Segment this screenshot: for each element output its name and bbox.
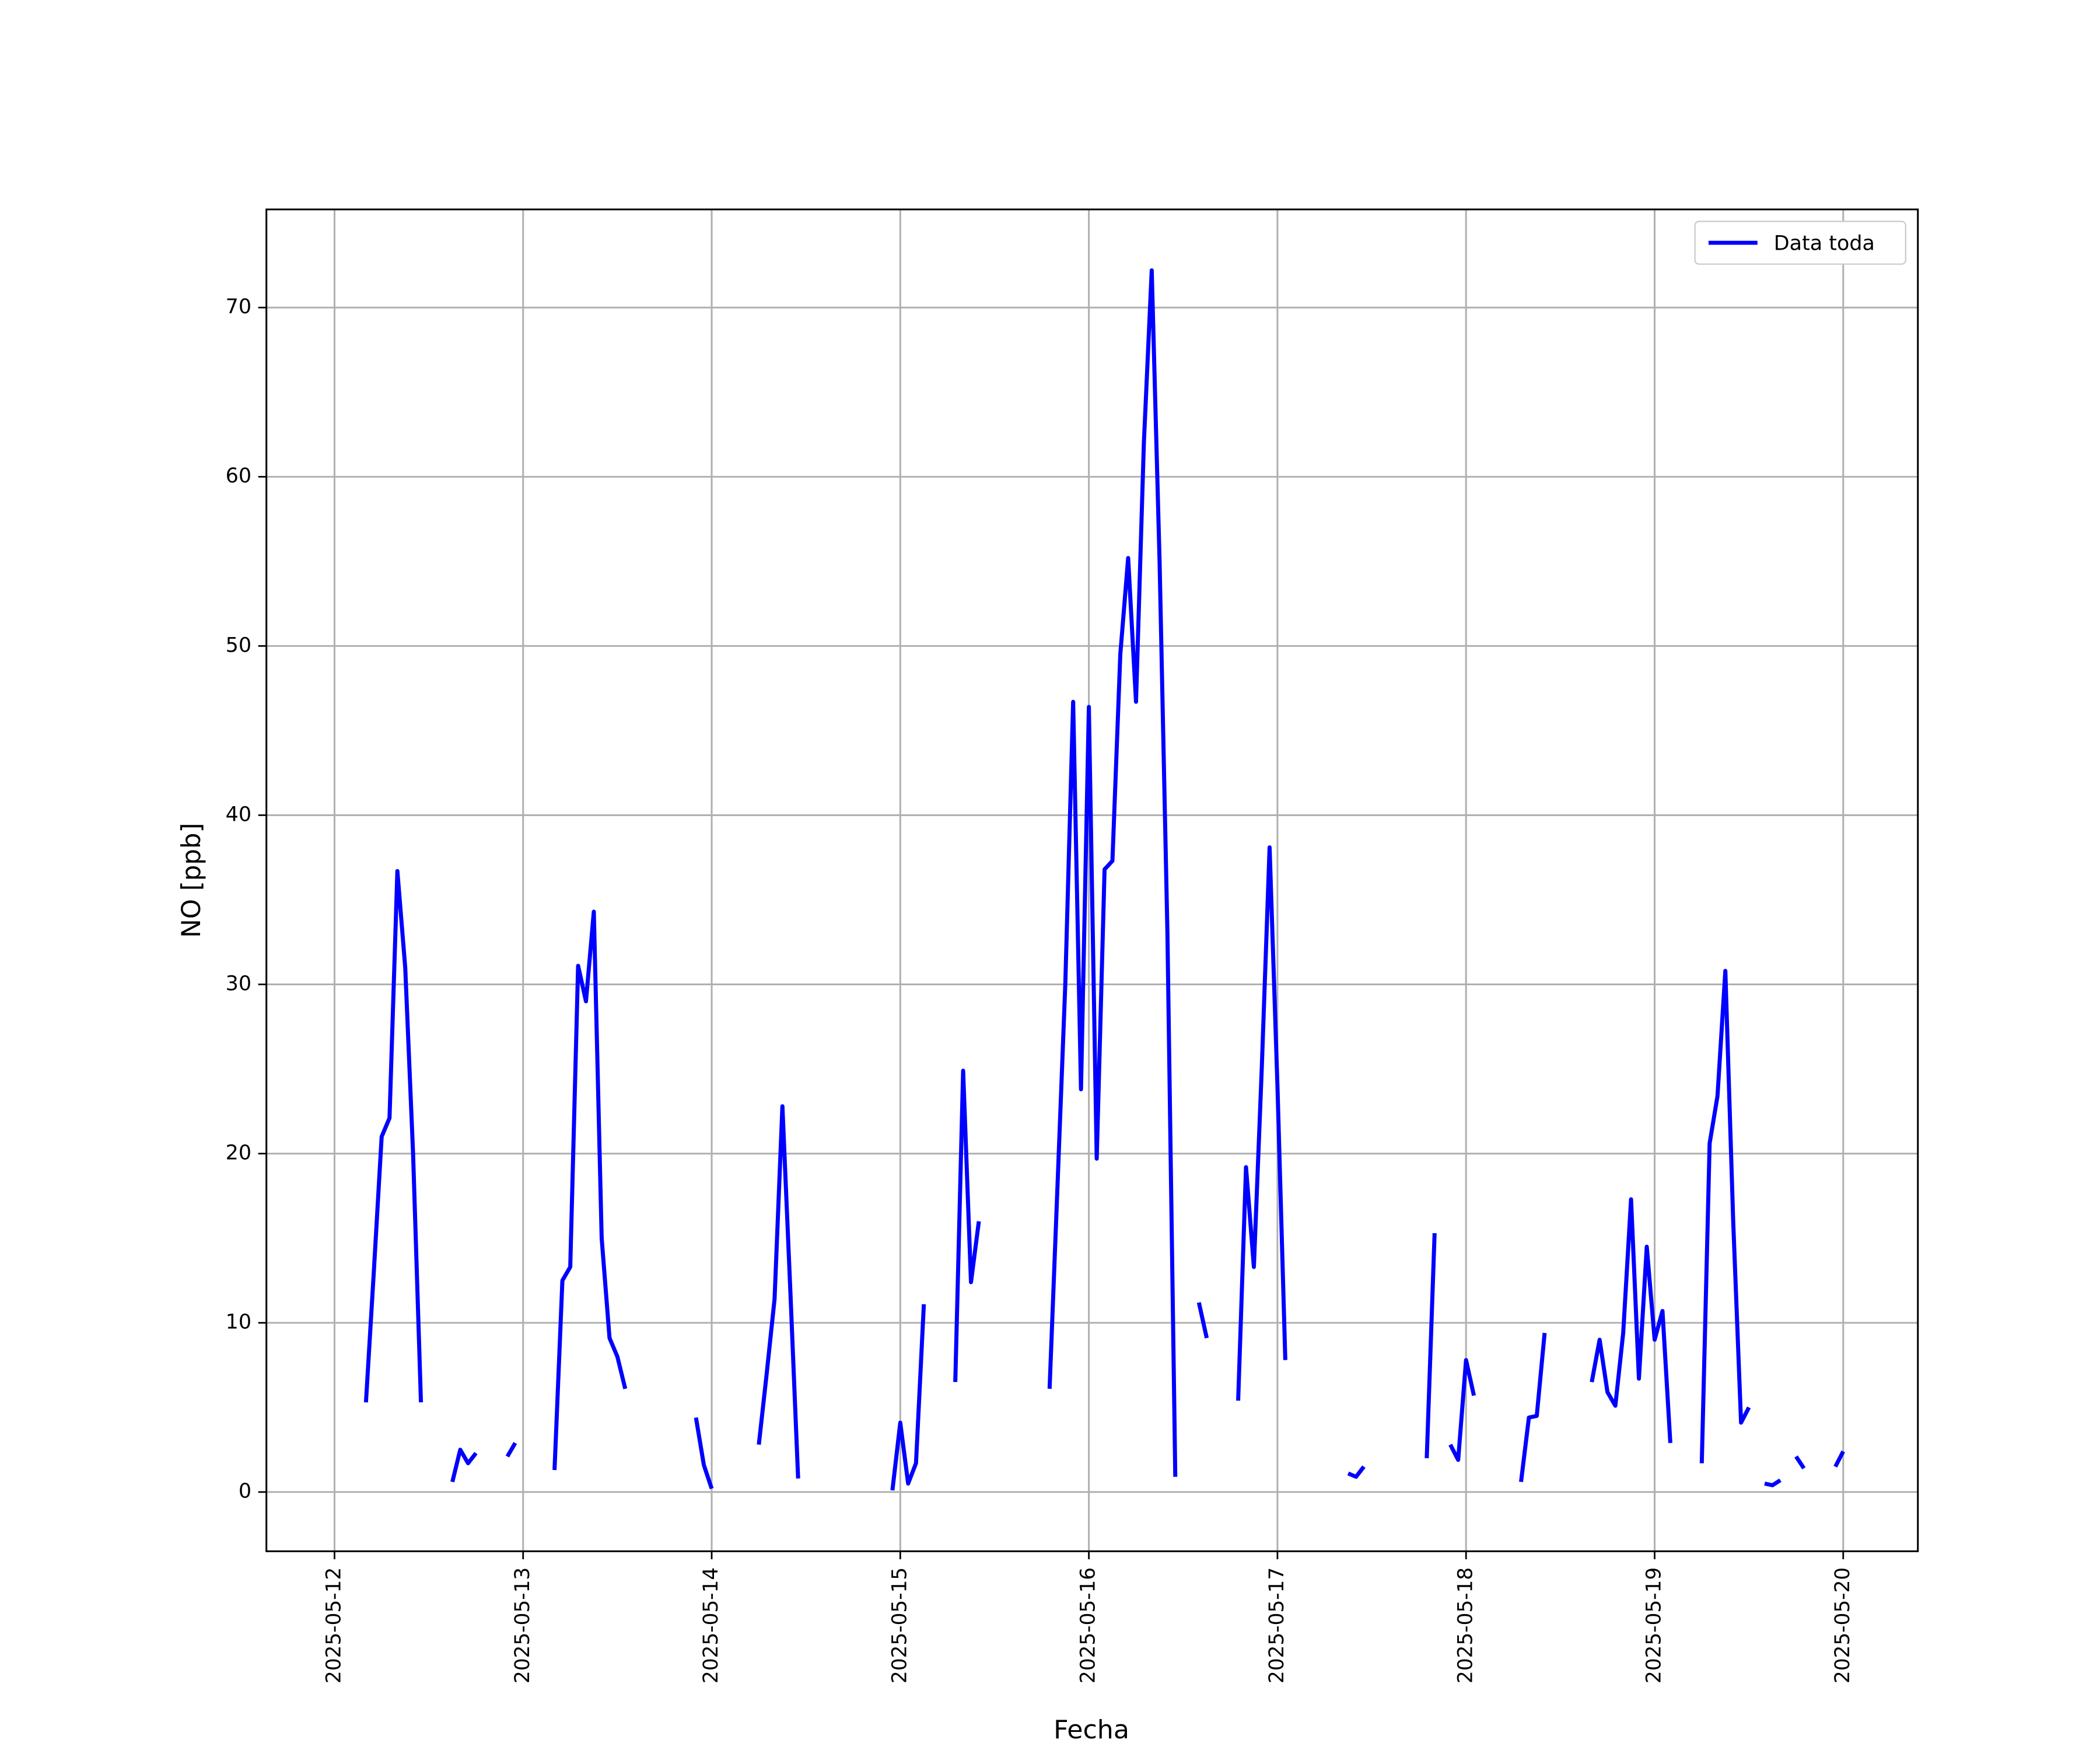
grid-layer — [266, 209, 1918, 1552]
y-tick-label: 50 — [226, 634, 251, 657]
legend: Data toda — [1694, 220, 1906, 265]
x-tick-label: 2025-05-16 — [1076, 1567, 1100, 1684]
x-tick-label: 2025-05-18 — [1454, 1567, 1477, 1684]
y-tick-label: 0 — [239, 1480, 251, 1503]
x-tick-label: 2025-05-20 — [1831, 1567, 1854, 1684]
x-tick-label: 2025-05-17 — [1265, 1567, 1289, 1684]
plot-frame — [265, 208, 1919, 1552]
y-axis-label: NO [ppb] — [177, 823, 206, 938]
x-tick-label: 2025-05-14 — [699, 1567, 723, 1684]
y-tick-label: 70 — [226, 295, 251, 318]
x-tick-label: 2025-05-19 — [1642, 1567, 1665, 1684]
legend-label: Data toda — [1774, 232, 1875, 256]
x-tick-label: 2025-05-13 — [511, 1567, 534, 1684]
y-tick-label: 60 — [226, 465, 251, 488]
data-line — [363, 268, 1845, 1491]
y-tick-label: 40 — [226, 803, 251, 827]
y-tick-label: 20 — [226, 1142, 251, 1165]
plot-layer — [363, 268, 1845, 1491]
x-axis-label: Fecha — [1054, 1715, 1129, 1745]
x-tick-label: 2025-05-12 — [322, 1567, 345, 1684]
y-tick-label: 30 — [226, 972, 251, 996]
x-tick-label: 2025-05-15 — [888, 1567, 911, 1684]
legend-box — [1694, 220, 1906, 265]
y-tick-label: 10 — [226, 1311, 251, 1334]
